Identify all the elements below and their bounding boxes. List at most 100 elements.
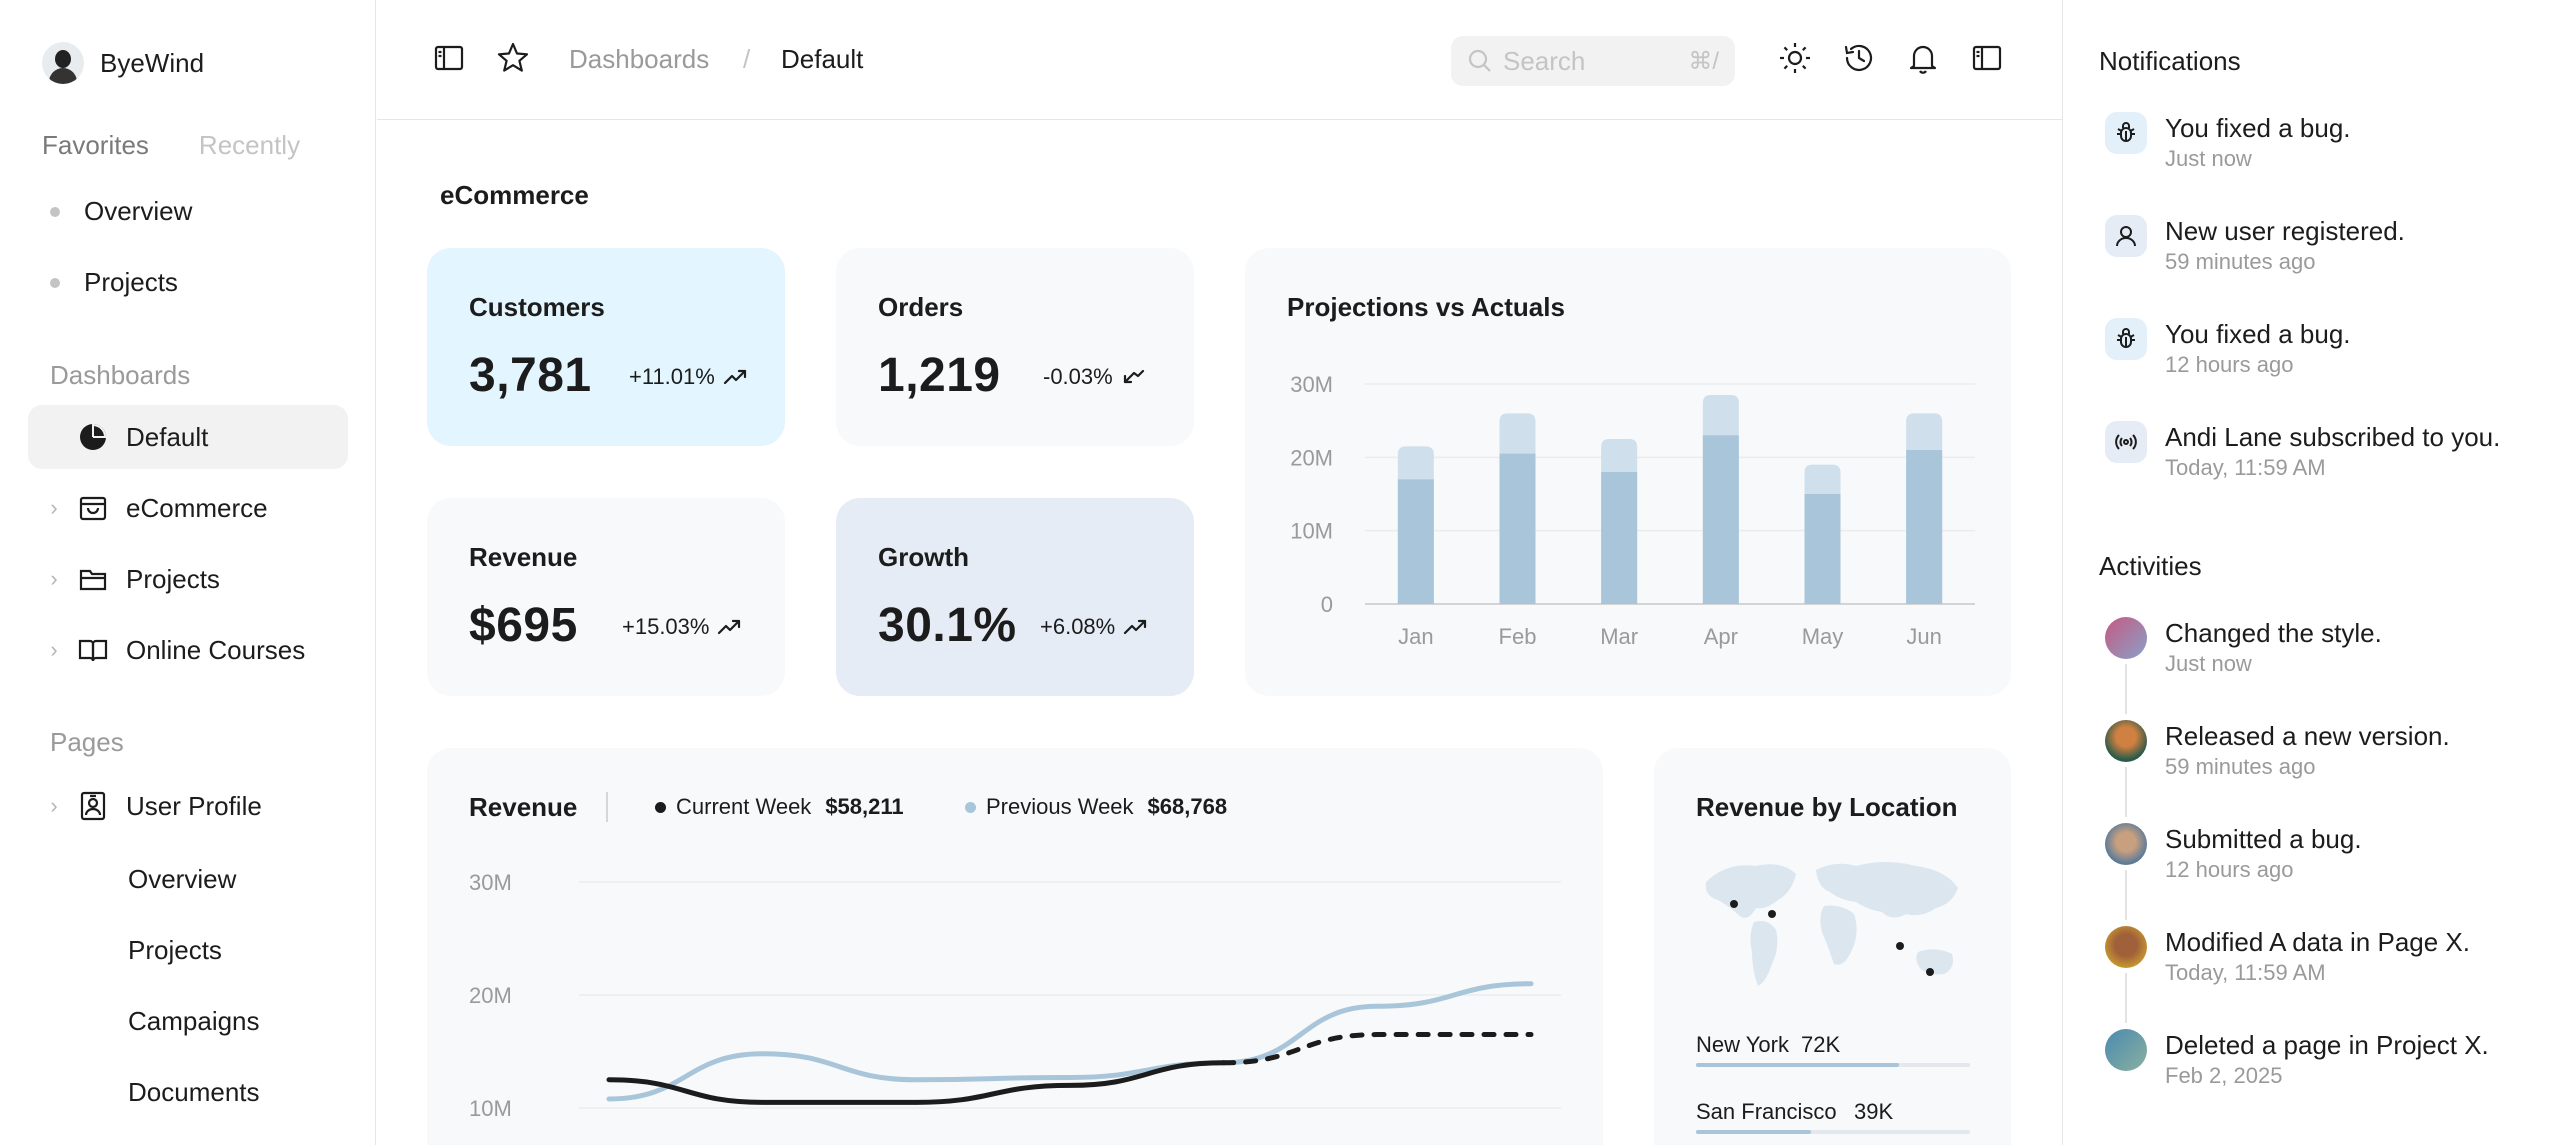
x-tick-label: Mar	[1600, 624, 1638, 649]
activity-item[interactable]: Modified A data in Page X. Today, 11:59 …	[2105, 926, 2470, 988]
nav-label: User Profile	[126, 790, 262, 821]
chart-title: Revenue by Location	[1696, 792, 1958, 822]
bug-icon	[2105, 112, 2147, 154]
bar-actual	[1804, 494, 1841, 604]
projections-bar-chart: 0 10M 20M 30M Jan Feb Mar Apr May Jun	[1290, 372, 1975, 649]
shopping-bag-icon	[76, 491, 110, 525]
trend-down-icon	[1123, 369, 1144, 384]
timeline-connector	[2125, 767, 2127, 817]
trend-up-icon	[1124, 619, 1147, 635]
nav-item-projects[interactable]: › Projects	[28, 547, 348, 611]
y-tick-label: 30M	[1290, 372, 1333, 397]
y-tick-label: 20M	[1290, 445, 1333, 470]
brand-name: ByeWind	[100, 47, 205, 78]
history-icon[interactable]	[1841, 40, 1877, 76]
legend-dot	[655, 801, 666, 813]
star-icon[interactable]	[495, 40, 531, 76]
growth-card[interactable]: Growth 30.1% +6.08%	[836, 498, 1194, 696]
trend-up-icon	[723, 369, 746, 385]
activity-time: 59 minutes ago	[2165, 754, 2316, 779]
projections-card: Projections vs Actuals 0 10M 20M 30M Jan Feb M…	[1245, 248, 2011, 696]
notification-item[interactable]: Andi Lane subscribed to you. Today, 11:5…	[2105, 421, 2500, 483]
sub-item-documents[interactable]: Documents	[128, 1077, 260, 1107]
y-tick-label: 10M	[469, 1096, 512, 1121]
series-line-previous-week	[606, 981, 1534, 1102]
x-tick-label: Apr	[1704, 624, 1738, 649]
legend-label: Current Week	[676, 794, 812, 819]
tab-favorites[interactable]: Favorites	[42, 130, 149, 160]
sub-item-overview[interactable]: Overview	[128, 864, 237, 894]
sub-item-projects[interactable]: Projects	[128, 935, 222, 965]
nav-label: Online Courses	[126, 634, 306, 665]
top-bar: Dashboards / Default ⌘/	[377, 0, 2062, 120]
activity-text: Released a new version.	[2165, 721, 2450, 751]
customers-card[interactable]: Customers 3,781 +11.01%	[427, 248, 785, 446]
card-change: -0.03%	[1043, 364, 1147, 390]
notification-text: You fixed a bug.	[2165, 113, 2351, 143]
bar-actual	[1601, 472, 1638, 604]
location-card: Revenue by Location New York 72K San Fra…	[1654, 748, 2011, 1145]
location-value: 39K	[1854, 1099, 1894, 1124]
x-tick-label: May	[1802, 624, 1844, 649]
y-tick-label: 10M	[1290, 519, 1333, 544]
card-title: Orders	[878, 292, 964, 322]
timeline-connector	[2125, 973, 2127, 1023]
sidebar-toggle-icon[interactable]	[431, 40, 467, 76]
pages-section-title: Pages	[50, 727, 124, 757]
chart-title: Projections vs Actuals	[1287, 292, 1565, 322]
card-change: +11.01%	[629, 364, 749, 390]
bell-icon[interactable]	[1905, 40, 1941, 76]
nav-item-online-courses[interactable]: › Online Courses	[28, 618, 348, 682]
search-shortcut: ⌘/	[1688, 47, 1719, 75]
sub-item-campaigns[interactable]: Campaigns	[128, 1006, 260, 1036]
search-box[interactable]: ⌘/	[1451, 36, 1735, 86]
bullet-icon	[50, 206, 60, 217]
search-input[interactable]	[1503, 45, 1673, 77]
notifications-title: Notifications	[2099, 46, 2241, 76]
sidebar-tabs: Favorites Recently	[42, 130, 300, 161]
card-change-value: +11.01%	[629, 364, 715, 389]
breadcrumb-dashboards[interactable]: Dashboards	[569, 44, 710, 74]
notification-item[interactable]: You fixed a bug. Just now	[2105, 112, 2351, 174]
nav-item-default[interactable]: › Default	[28, 405, 348, 469]
activity-time: Just now	[2165, 651, 2252, 676]
nav-label: Projects	[126, 563, 220, 594]
y-tick-label: 30M	[469, 870, 512, 895]
right-panel: Notifications You fixed a bug. Just now …	[2062, 0, 2560, 1145]
avatar	[2105, 823, 2147, 865]
avatar	[2105, 720, 2147, 762]
notification-text: You fixed a bug.	[2165, 319, 2351, 349]
activity-text: Submitted a bug.	[2165, 824, 2362, 854]
brand-avatar	[42, 42, 84, 84]
activity-text: Changed the style.	[2165, 618, 2382, 648]
chevron-right-icon: ›	[50, 637, 58, 662]
notification-time: 59 minutes ago	[2165, 249, 2316, 274]
nav-item-ecommerce[interactable]: › eCommerce	[28, 476, 348, 540]
nav-item-user-profile[interactable]: › User Profile	[28, 774, 348, 838]
favorite-item-overview[interactable]: Overview	[50, 196, 192, 227]
orders-card[interactable]: Orders 1,219 -0.03%	[836, 248, 1194, 446]
activity-item[interactable]: Deleted a page in Project X. Feb 2, 2025	[2105, 1029, 2489, 1091]
activity-item[interactable]: Submitted a bug. 12 hours ago	[2105, 823, 2362, 885]
brand[interactable]: ByeWind	[42, 42, 204, 84]
activity-item[interactable]: Released a new version. 59 minutes ago	[2105, 720, 2450, 782]
card-value: 30.1%	[878, 599, 1017, 652]
chevron-right-icon: ›	[50, 566, 58, 591]
divider	[606, 792, 608, 822]
chart-title: Revenue	[469, 792, 578, 822]
favorite-label: Projects	[84, 267, 178, 297]
activity-item[interactable]: Changed the style. Just now	[2105, 617, 2382, 679]
tab-recently[interactable]: Recently	[198, 130, 301, 160]
favorite-item-projects[interactable]: Projects	[50, 267, 178, 298]
panel-toggle-icon[interactable]	[1969, 40, 2005, 76]
notification-item[interactable]: You fixed a bug. 12 hours ago	[2105, 318, 2351, 380]
nav-label: Default	[126, 421, 209, 452]
chevron-right-icon: ›	[50, 793, 58, 818]
x-tick-label: Jan	[1398, 624, 1433, 649]
legend-label: Previous Week	[986, 794, 1134, 819]
notification-item[interactable]: New user registered. 59 minutes ago	[2105, 215, 2405, 277]
sun-icon[interactable]	[1777, 40, 1813, 76]
dashboards-section-title: Dashboards	[50, 360, 191, 390]
revenue-card[interactable]: Revenue $695 +15.03%	[427, 498, 785, 696]
